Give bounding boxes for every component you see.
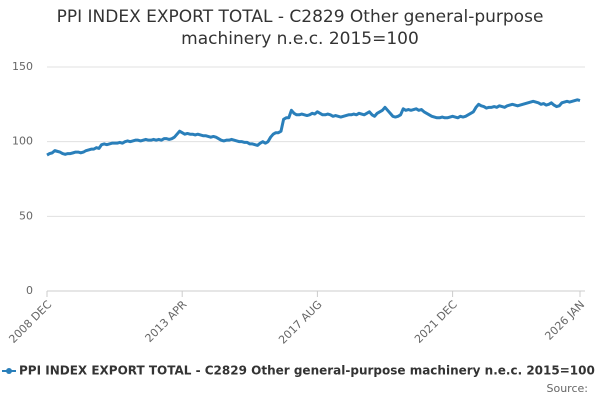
x-tick-label: 2013 APR (143, 298, 190, 345)
series-line (46, 98, 581, 157)
x-tick-label: 2008 DEC (6, 298, 54, 346)
source: Source: (547, 382, 589, 395)
y-tick-label: 50 (19, 209, 33, 222)
y-tick-label: 0 (26, 284, 33, 297)
x-tick-label: 2021 DEC (412, 298, 460, 346)
y-tick-label: 150 (12, 60, 33, 73)
x-tick-label: 2017 AUG (276, 298, 325, 347)
y-tick-label: 100 (12, 135, 33, 148)
legend-marker (6, 368, 12, 374)
x-tick-label: 2026 JAN (542, 298, 587, 343)
chart-title: PPI INDEX EXPORT TOTAL - C2829 Other gen… (56, 7, 544, 49)
legend-label: PPI INDEX EXPORT TOTAL - C2829 Other gen… (19, 364, 595, 378)
